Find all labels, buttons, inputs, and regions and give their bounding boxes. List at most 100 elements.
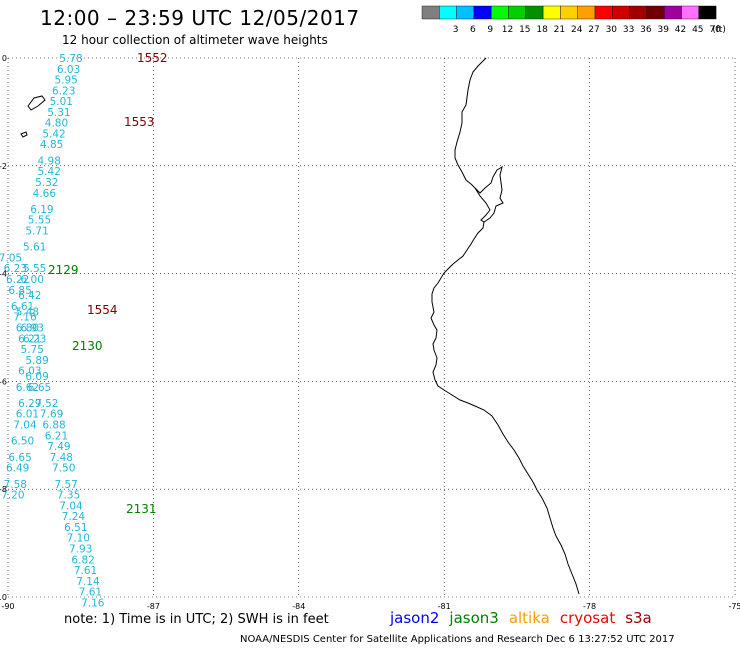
wave-height-value: 6.85: [8, 285, 31, 297]
galapagos-islet: [20, 131, 28, 138]
scale-label: 24: [571, 25, 583, 35]
scale-label: 18: [536, 25, 548, 35]
lon-tick-label: -84: [292, 602, 305, 611]
wave-height-value: 6.93: [21, 323, 44, 335]
color-scale: 3 6 9 12 15 18 21 24 27 30 33 36 39 42 45 70(ft): [421, 5, 726, 35]
legend-item-jason2: jason2: [390, 609, 440, 627]
wave-height-value: 6.62: [16, 382, 39, 394]
lon-tick-label: -75: [728, 602, 740, 611]
wave-height-value: 5.31: [47, 107, 70, 119]
map-subtitle: 12 hour collection of altimeter wave hei…: [62, 33, 328, 47]
axis-ticks: -90 -87 -84 -81 -78 -75 0 -2 -4 -6 -8 -10: [0, 54, 740, 611]
map-title: 12:00 – 23:59 UTC 12/05/2017: [40, 6, 360, 30]
wave-height-value: 5.89: [25, 355, 48, 367]
track-label: 2129: [48, 263, 79, 277]
scale-label: 6: [470, 25, 476, 35]
scale-label: 33: [623, 25, 634, 35]
footnote: note: 1) Time is in UTC; 2) SWH is in fe…: [64, 612, 329, 627]
wave-height-value: 7.14: [76, 576, 100, 588]
wave-height-value: 6.00: [21, 274, 44, 286]
lat-tick-label: -8: [0, 485, 7, 494]
wave-height-value: 7.20: [1, 490, 24, 502]
wave-height-value: 7.50: [52, 463, 75, 475]
scale-label: 42: [675, 25, 686, 35]
galapagos-island: [27, 95, 46, 111]
scale-label: 3: [453, 25, 459, 35]
scale-label: 12: [502, 25, 513, 35]
scale-label: 45: [692, 25, 703, 35]
lon-tick-label: -81: [438, 602, 451, 611]
wave-height-value: 6.03: [57, 64, 80, 76]
wave-height-value: 5.61: [23, 242, 46, 254]
lat-tick-label: -2: [0, 162, 7, 171]
wave-height-value: 7.35: [57, 490, 80, 502]
lat-tick-label: 0: [2, 54, 7, 63]
wave-height-value: 7.10: [67, 533, 90, 545]
wave-height-value: 6.49: [6, 463, 29, 475]
wave-height-value: 6.21: [45, 430, 68, 442]
scale-label: 27: [588, 25, 599, 35]
wave-height-value: 5.55: [28, 215, 51, 227]
wave-height-value: 5.55: [23, 263, 46, 275]
scale-swatch: [698, 5, 717, 20]
wave-height-value: 7.24: [62, 511, 86, 523]
track-label: 1552: [137, 51, 168, 65]
lon-tick-label: -87: [147, 602, 160, 611]
wave-height-value: 6.29: [18, 398, 41, 410]
wave-height-value: 5.71: [25, 225, 48, 237]
coast-inlet: [474, 187, 491, 223]
wave-height-value: 5.42: [42, 128, 65, 140]
wave-height-value: 7.57: [54, 479, 77, 491]
lon-tick-label: -90: [1, 602, 14, 611]
wave-height-value: 7.04: [13, 420, 37, 432]
lon-tick-label: -78: [583, 602, 596, 611]
wave-height-value: 6.51: [64, 522, 87, 534]
wave-height-value: 7.58: [4, 479, 27, 491]
lat-tick-label: -4: [0, 270, 7, 279]
wave-height-value: 7.61: [79, 587, 102, 599]
wave-height-value: 6.09: [25, 371, 48, 383]
wave-height-value: 6.61: [11, 301, 34, 313]
scale-label: 21: [554, 25, 565, 35]
wave-height-value: 6.01: [16, 409, 39, 421]
wave-height-value: 5.32: [35, 177, 58, 189]
track-labels: 1552 1553 1554 2129 2130 2131: [48, 51, 168, 516]
wave-height-value: 6.23: [52, 85, 75, 97]
wave-height-value: 5.75: [21, 344, 44, 356]
scale-label: 39: [657, 25, 669, 35]
wave-height-value: 7.16: [13, 312, 37, 324]
wave-height-value: 6.21: [18, 333, 41, 345]
wave-height-value: 7.69: [40, 409, 63, 421]
wave-height-value: 7.04: [59, 500, 83, 512]
wave-height-value: 5.95: [54, 75, 77, 87]
wave-height-value: 6.65: [8, 452, 31, 464]
wave-height-value: 6.22: [6, 274, 29, 286]
wave-height-value: 6.50: [11, 436, 34, 448]
track-label: 1554: [87, 303, 118, 317]
wave-height-value: 6.82: [71, 554, 94, 566]
satellite-legend: jason2 jason3 altika cryosat s3a: [390, 609, 662, 627]
wave-height-value: 4.98: [38, 155, 61, 167]
wave-height-value: 4.66: [33, 188, 57, 200]
wave-height-value: 5.78: [59, 53, 82, 65]
wave-height-value: 7.61: [74, 565, 97, 577]
lat-tick-label: -10: [0, 593, 7, 602]
track-label: 2130: [72, 339, 103, 353]
scale-label: 9: [487, 25, 493, 35]
scale-unit: (ft): [712, 25, 726, 35]
wave-height-value: 6.03: [18, 366, 41, 378]
wave-height-value: 6.88: [42, 420, 65, 432]
coastline: [20, 57, 580, 595]
wave-height-value: 7.05: [0, 252, 22, 264]
wave-height-value: 6.65: [28, 382, 51, 394]
scale-label: 15: [519, 25, 530, 35]
wave-height-value: 6.80: [16, 323, 39, 335]
wave-height-value: 6.19: [30, 204, 53, 216]
wave-height-value: 5.01: [50, 96, 73, 108]
legend-item-jason3: jason3: [449, 609, 499, 627]
wave-height-value: 6.42: [18, 290, 41, 302]
credit-line: NOAA/NESDIS Center for Satellite Applica…: [240, 634, 675, 645]
wave-height-value: 5.42: [38, 166, 61, 178]
scale-label: 30: [606, 25, 618, 35]
